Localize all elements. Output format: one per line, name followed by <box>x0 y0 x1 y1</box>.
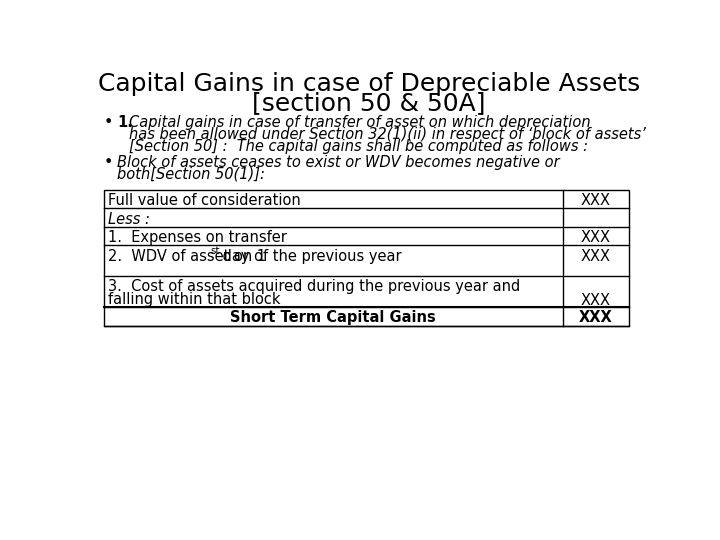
Text: Block of assets ceases to exist or WDV becomes negative or: Block of assets ceases to exist or WDV b… <box>117 154 559 170</box>
Text: Less :: Less : <box>108 212 150 227</box>
Text: day of the previous year: day of the previous year <box>218 248 402 264</box>
Text: [section 50 & 50A]: [section 50 & 50A] <box>252 91 486 115</box>
Text: has been allowed under Section 32(1)(ii) in respect of ‘block of assets’: has been allowed under Section 32(1)(ii)… <box>129 127 646 142</box>
Text: [Section 50] :  The capital gains shall be computed as follows :: [Section 50] : The capital gains shall b… <box>129 139 588 154</box>
Text: XXX: XXX <box>581 193 611 208</box>
Text: 1.: 1. <box>117 114 133 130</box>
Text: •: • <box>104 114 113 130</box>
Text: Capital Gains in case of Depreciable Assets: Capital Gains in case of Depreciable Ass… <box>98 72 640 97</box>
Text: Full value of consideration: Full value of consideration <box>108 193 300 208</box>
Text: falling within that block: falling within that block <box>108 292 280 307</box>
Bar <box>104 190 629 326</box>
Text: 3.  Cost of assets acquired during the previous year and: 3. Cost of assets acquired during the pr… <box>108 279 520 294</box>
Text: XXX: XXX <box>581 293 611 308</box>
Text: XXX: XXX <box>581 230 611 245</box>
Text: •: • <box>104 154 113 170</box>
Text: Capital gains in case of transfer of asset on which depreciation: Capital gains in case of transfer of ass… <box>129 114 590 130</box>
Text: 2.  WDV of asset on 1: 2. WDV of asset on 1 <box>108 248 266 264</box>
Text: both[Section 50(1)]:: both[Section 50(1)]: <box>117 167 265 182</box>
Text: Short Term Capital Gains: Short Term Capital Gains <box>230 310 436 325</box>
Text: XXX: XXX <box>579 310 613 325</box>
Text: st: st <box>210 246 220 256</box>
Text: 1.  Expenses on transfer: 1. Expenses on transfer <box>108 230 287 245</box>
Text: XXX: XXX <box>581 248 611 264</box>
